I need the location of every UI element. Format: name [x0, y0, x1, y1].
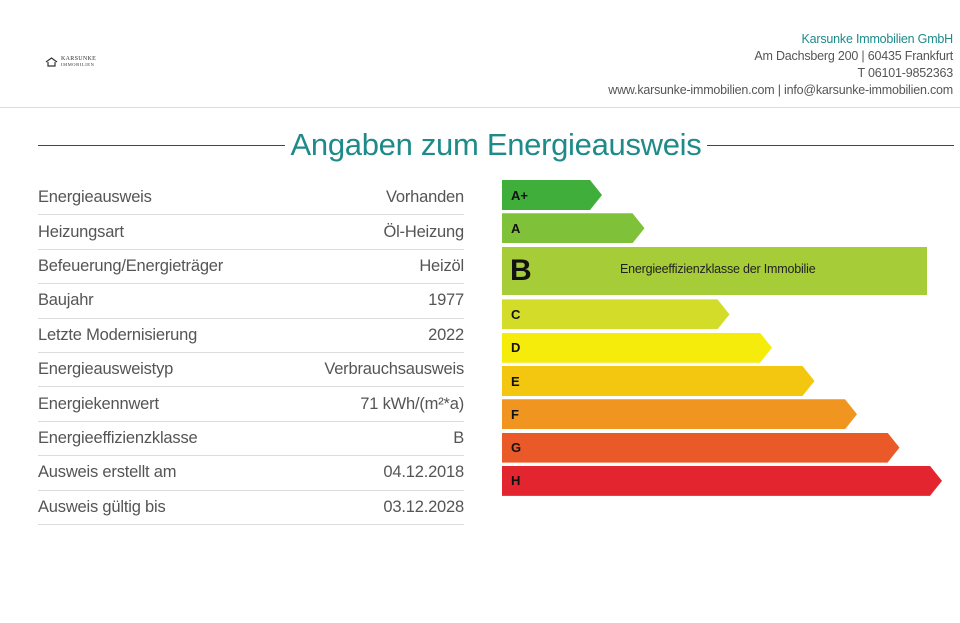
energy-class-label: A — [511, 220, 521, 236]
energy-class-bar-aplus: A+ — [502, 180, 602, 210]
energy-efficiency-scale: A+ A B Energieeffizienzklasse der Immobilie… — [502, 180, 947, 500]
section-title-row: Angaben zum Energieausweis — [38, 127, 954, 167]
row-value: 04.12.2018 — [383, 463, 464, 482]
energy-class-label: D — [511, 340, 521, 356]
energy-class-bar-b: B Energieeffizienzklasse der Immobilie — [502, 246, 927, 295]
selected-class-note: Energieeffizienzklasse der Immobilie — [620, 261, 816, 276]
company-logo: KARSUNKE IMMOBILIEN — [45, 56, 97, 67]
energy-class-label: B — [510, 253, 532, 287]
title-divider-left — [38, 145, 285, 146]
row-label: Energieeffizienzklasse — [38, 428, 198, 447]
company-address: Am Dachsberg 200 | 60435 Frankfurt — [754, 49, 953, 63]
row-value: Heizöl — [419, 256, 464, 275]
energy-class-bar-d: D — [502, 332, 772, 363]
row-value: 71 kWh/(m²*a) — [360, 394, 464, 413]
row-label: Ausweis erstellt am — [38, 463, 177, 482]
energy-class-label: C — [511, 306, 521, 322]
row-label: Energieausweis — [38, 188, 152, 207]
row-label: Baujahr — [38, 291, 94, 310]
energy-class-bar-a: A — [502, 213, 645, 244]
row-label: Letzte Modernisierung — [38, 325, 198, 344]
energy-class-label: F — [511, 406, 519, 422]
row-value: Öl-Heizung — [383, 222, 464, 241]
energy-class-bar-f: F — [502, 399, 857, 430]
company-phone: T 06101-9852363 — [857, 66, 954, 80]
table-row: Energieeffizienzklasse B — [38, 422, 464, 457]
company-web-email[interactable]: www.karsunke-immobilien.com | info@karsu… — [608, 83, 953, 97]
row-label: Befeuerung/Energieträger — [38, 256, 224, 275]
logo-sub: IMMOBILIEN — [61, 62, 95, 67]
contact-block: Karsunke Immobilien GmbH Am Dachsberg 20… — [608, 31, 953, 99]
row-label: Heizungsart — [38, 222, 124, 241]
section-title: Angaben zum Energieausweis — [290, 127, 702, 162]
energy-class-label: E — [511, 373, 520, 389]
energy-class-bar-e: E — [502, 366, 815, 396]
row-label: Energieausweistyp — [38, 360, 174, 379]
table-row: Baujahr 1977 — [38, 284, 464, 319]
row-value: 2022 — [428, 325, 464, 344]
row-value: 1977 — [428, 291, 464, 310]
title-divider-right — [707, 145, 954, 146]
row-value: Vorhanden — [385, 188, 464, 207]
row-value: B — [453, 428, 464, 447]
energy-class-label: A+ — [511, 187, 528, 203]
energy-info-table: Energieausweis Vorhanden Heizungsart Öl-He… — [38, 181, 464, 525]
table-row: Energiekennwert 71 kWh/(m²*a) — [38, 387, 464, 422]
energy-class-label: H — [511, 473, 521, 489]
company-name: Karsunke Immobilien GmbH — [801, 32, 953, 46]
row-value: Verbrauchsausweis — [324, 360, 464, 379]
row-label: Ausweis gültig bis — [38, 497, 166, 516]
energy-class-bar-g: G — [502, 432, 900, 463]
table-row: Ausweis gültig bis 03.12.2028 — [38, 491, 464, 525]
header: KARSUNKE IMMOBILIEN Karsunke Immobilien … — [0, 0, 960, 108]
energy-class-label: G — [511, 440, 522, 456]
table-row: Befeuerung/Energieträger Heizöl — [38, 250, 464, 285]
table-row: Ausweis erstellt am 04.12.2018 — [38, 456, 464, 491]
table-row: Energieausweis Vorhanden — [38, 181, 464, 216]
energy-class-bar-c: C — [502, 299, 730, 330]
table-row: Energieausweistyp Verbrauchsausweis — [38, 353, 464, 388]
house-logo-icon — [45, 57, 58, 67]
row-value: 03.12.2028 — [383, 497, 464, 516]
table-row: Heizungsart Öl-Heizung — [38, 215, 464, 250]
logo-name: KARSUNKE — [61, 56, 97, 62]
table-row: Letzte Modernisierung 2022 — [38, 319, 464, 353]
row-label: Energiekennwert — [38, 394, 159, 413]
energy-class-bar-h: H — [502, 465, 942, 496]
